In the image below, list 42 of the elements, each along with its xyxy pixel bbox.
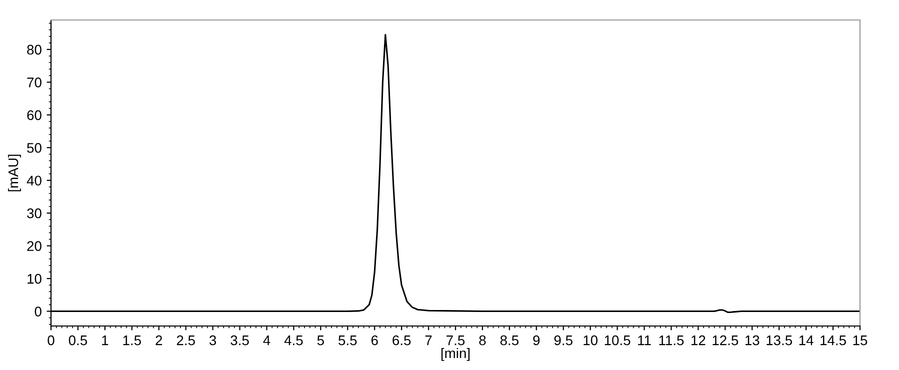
x-tick-label: 14.5 bbox=[820, 336, 846, 346]
y-tick-label: 10 bbox=[28, 274, 42, 284]
y-tick-label: 80 bbox=[27, 44, 42, 55]
x-tick-label: 4 bbox=[263, 336, 270, 346]
x-tick-label: 6 bbox=[371, 335, 378, 346]
x-tick-label: 13.5 bbox=[766, 335, 792, 346]
x-tick-label: 3.5 bbox=[230, 335, 249, 346]
x-tick-label: 2.5 bbox=[176, 335, 195, 346]
x-tick-label: 3 bbox=[209, 335, 216, 346]
x-tick-label: 7 bbox=[425, 336, 432, 346]
y-tick-label: 70 bbox=[27, 78, 42, 88]
x-axis-title: [min] bbox=[441, 348, 470, 361]
x-tick-label: 1.5 bbox=[123, 336, 141, 346]
y-tick-label: 0 bbox=[34, 306, 42, 316]
x-tick-label: 13 bbox=[745, 335, 760, 346]
x-tick-label: 1 bbox=[102, 336, 108, 346]
x-tick-label: 14 bbox=[799, 336, 814, 346]
x-tick-label: 0 bbox=[48, 335, 54, 346]
y-tick-label: 40 bbox=[26, 176, 42, 186]
x-tick-label: 5.5 bbox=[338, 336, 357, 346]
x-tick-label: 15 bbox=[853, 336, 868, 346]
x-tick-label: 11.5 bbox=[659, 336, 684, 346]
y-axis-title: [mAU] bbox=[8, 154, 21, 192]
x-tick-label: 7.5 bbox=[446, 336, 465, 346]
x-tick-label: 9.5 bbox=[554, 335, 572, 346]
x-tick-label: 0.5 bbox=[68, 335, 88, 346]
x-tick-label: 8.5 bbox=[500, 335, 519, 346]
y-tick-label: 60 bbox=[27, 110, 42, 120]
y-tick-label: 50 bbox=[27, 142, 42, 153]
x-tick-label: 2 bbox=[156, 335, 162, 346]
x-tick-label: 8 bbox=[479, 335, 486, 346]
x-tick-label: 9 bbox=[533, 335, 540, 346]
x-tick-label: 6.5 bbox=[392, 335, 411, 346]
x-tick-label: 10 bbox=[584, 335, 598, 346]
x-tick-label: 4.5 bbox=[284, 336, 303, 346]
x-tick-label: 12.5 bbox=[712, 335, 738, 346]
y-tick-label: 30 bbox=[27, 208, 42, 218]
x-tick-label: 12 bbox=[692, 335, 706, 346]
x-tick-label: 5 bbox=[317, 336, 324, 346]
y-tick-label: 20 bbox=[27, 241, 42, 251]
x-tick-label: 10.5 bbox=[604, 335, 630, 346]
x-tick-label: 11 bbox=[638, 336, 651, 346]
